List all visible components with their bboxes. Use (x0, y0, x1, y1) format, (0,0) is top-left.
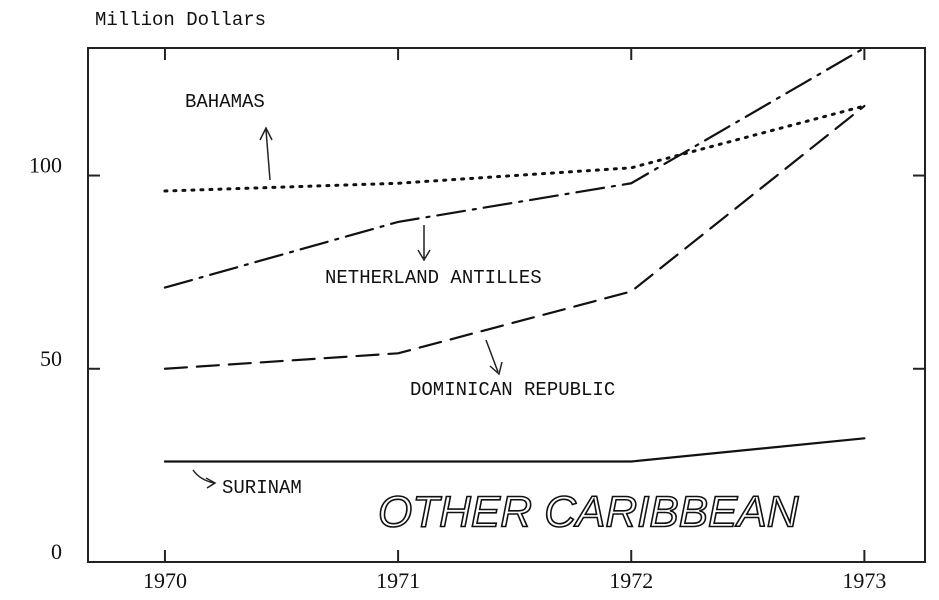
y-axis-label: Million Dollars (95, 9, 266, 31)
chart-title: OTHER CARIBBEAN (378, 488, 799, 537)
series-label: BAHAMAS (185, 91, 265, 113)
x-tick-label: 1973 (842, 568, 886, 593)
x-tick-label: 1970 (143, 568, 187, 593)
series-line (163, 46, 866, 289)
series-label: DOMINICAN REPUBLIC (410, 379, 615, 401)
x-tick-label: 1972 (609, 568, 653, 593)
arrows (192, 126, 503, 489)
series-label: SURINAM (222, 477, 302, 499)
plot-frame (87, 47, 926, 563)
y-tick-label: 50 (40, 346, 62, 371)
x-tick-label: 1971 (376, 568, 420, 593)
series-line (163, 104, 866, 370)
y-tick-label: 0 (51, 539, 62, 564)
series-line (163, 437, 866, 463)
y-tick-label: 100 (29, 153, 62, 178)
series-label: NETHERLAND ANTILLES (325, 267, 542, 289)
series-line (163, 104, 866, 193)
